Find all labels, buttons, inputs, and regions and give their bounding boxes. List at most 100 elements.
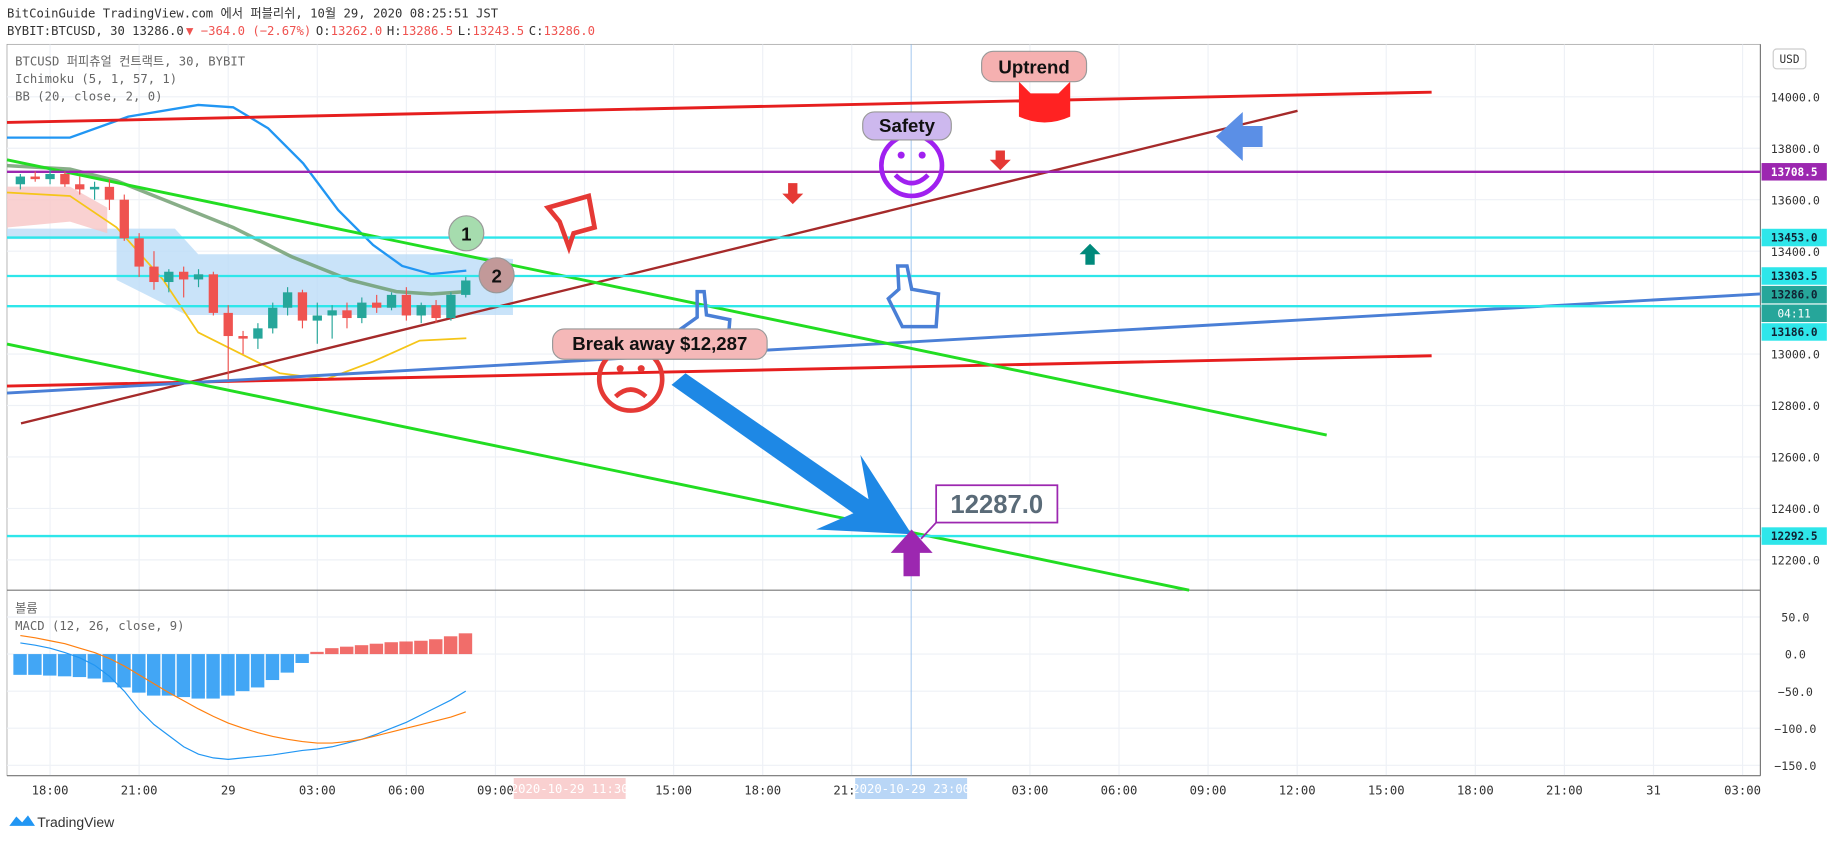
- candle-body: [179, 271, 189, 280]
- bb-line: [6, 191, 467, 380]
- price-tag-label: 13286.0: [1771, 289, 1818, 302]
- ohlc-key: C:: [529, 24, 544, 38]
- candle-body: [253, 328, 263, 339]
- macd-histogram-bar: [354, 645, 369, 655]
- macd-histogram-bar: [132, 654, 146, 693]
- ohlc-key: O:: [316, 24, 331, 38]
- macd-histogram-bar: [87, 654, 102, 679]
- x-tick-label: 21:00: [1546, 783, 1583, 797]
- up-arrow: [1079, 243, 1101, 265]
- price-tag-label: 13708.5: [1771, 166, 1818, 179]
- unit-box: [1772, 48, 1807, 70]
- trend-line: [6, 342, 1190, 592]
- change: ▼ −364.0 (−2.67%): [186, 24, 311, 38]
- candle-body: [89, 186, 100, 190]
- signal-line: [20, 634, 466, 744]
- legend-indicator: Ichimoku (5, 1, 57, 1): [15, 72, 177, 86]
- macd-histogram-bar: [399, 641, 413, 655]
- smiley-eye: [918, 151, 926, 159]
- ohlc-value: 13243.5: [473, 24, 525, 38]
- macd-histogram-bar: [429, 639, 443, 655]
- candle-body: [461, 280, 471, 295]
- candle-body: [134, 238, 144, 267]
- x-tick-label: 15:00: [655, 783, 692, 797]
- hand-icon: [886, 264, 941, 329]
- candle-body: [60, 173, 70, 185]
- y-tick-label: 50.0: [1781, 611, 1809, 625]
- macd-histogram-bar: [28, 654, 42, 675]
- macd-histogram-bar: [384, 642, 398, 655]
- big-arrow: [671, 373, 912, 535]
- candle-body: [342, 310, 352, 319]
- ohlc-value: 13286.5: [402, 24, 454, 38]
- price-tag: [1761, 285, 1827, 304]
- candle-body: [149, 266, 159, 283]
- candle-body: [223, 312, 233, 337]
- candle-body: [416, 305, 426, 316]
- trend-line: [20, 109, 1298, 425]
- y-tick-label: −100.0: [1774, 722, 1816, 736]
- bubble: [448, 215, 485, 252]
- candle-body: [327, 310, 337, 316]
- symbol: BYBIT:BTCUSD, 30 13286.0: [7, 24, 184, 38]
- symbol-line: BYBIT:BTCUSD, 30 13286.0 ▼ −364.0 (−2.67%…: [7, 24, 595, 38]
- x-tick-label: 09:00: [1190, 783, 1227, 797]
- candle-body: [386, 294, 397, 308]
- logo: [9, 815, 35, 826]
- price-tag: [1761, 267, 1827, 285]
- macd-histogram-bar: [221, 654, 235, 696]
- y-tick-label: −150.0: [1774, 759, 1816, 773]
- macd-histogram-bar: [57, 654, 72, 677]
- time-highlight-label: 2020-10-29 11:30: [511, 782, 629, 796]
- bubble: [552, 328, 768, 360]
- sad-eye: [616, 365, 624, 373]
- candle-body: [268, 307, 278, 329]
- price-tag: [1761, 163, 1827, 181]
- down-arrow: [782, 183, 804, 205]
- y-tick-label: 12200.0: [1771, 554, 1820, 568]
- y-tick-label: 12800.0: [1771, 399, 1820, 413]
- sad-mouth: [613, 387, 648, 399]
- countdown-box: [1761, 304, 1827, 323]
- macd-histogram-bar: [43, 654, 57, 676]
- x-tick-label: 12:00: [1279, 783, 1316, 797]
- candle-body: [193, 274, 204, 280]
- macd-histogram-bar: [310, 651, 324, 655]
- y-tick-label: 12600.0: [1771, 451, 1820, 465]
- unit-label: USD: [1780, 53, 1800, 66]
- ohlc-value: 13286.0: [543, 24, 595, 38]
- publish-line: BitCoinGuide TradingView.com 에서 퍼블리쉬, 10…: [7, 6, 499, 20]
- left-arrow: [1215, 111, 1263, 161]
- candle-body: [282, 292, 293, 308]
- smiley-mouth: [893, 173, 930, 186]
- macd-histogram-bar: [102, 654, 116, 683]
- ichimoku-line: [6, 163, 467, 296]
- x-tick-label: 03:00: [1012, 783, 1049, 797]
- ichimoku-cloud: [6, 228, 513, 315]
- time-highlight: [513, 778, 626, 800]
- candle-body: [297, 292, 308, 321]
- price-tag: [1761, 527, 1827, 545]
- smiley-eye: [897, 151, 905, 159]
- candle-body: [164, 271, 174, 283]
- macd-histogram-bar: [236, 654, 250, 692]
- macd-histogram-bar: [369, 643, 384, 655]
- ohlc-key: H:: [387, 24, 402, 38]
- x-tick-label: 06:00: [388, 783, 425, 797]
- candle-body: [30, 176, 40, 180]
- x-tick-label: 18:00: [1457, 783, 1494, 797]
- macd-histogram-bar: [191, 654, 205, 699]
- y-tick-label: 12400.0: [1771, 502, 1820, 516]
- trend-line: [6, 158, 1327, 437]
- legend-volume: 볼륨: [15, 601, 38, 615]
- price-tag-label: 12292.5: [1771, 530, 1818, 543]
- candle-body: [104, 186, 115, 200]
- candle-body: [312, 315, 322, 321]
- x-tick-label: 03:00: [299, 783, 336, 797]
- macd-histogram-bar: [117, 654, 131, 688]
- price-tag-label: 13303.5: [1771, 270, 1818, 283]
- candle-body: [431, 305, 441, 319]
- time-highlight-label: 2020-10-29 23:00: [852, 782, 970, 796]
- price-note-pointer: [920, 521, 937, 540]
- footer-brand: TradingView: [37, 814, 115, 830]
